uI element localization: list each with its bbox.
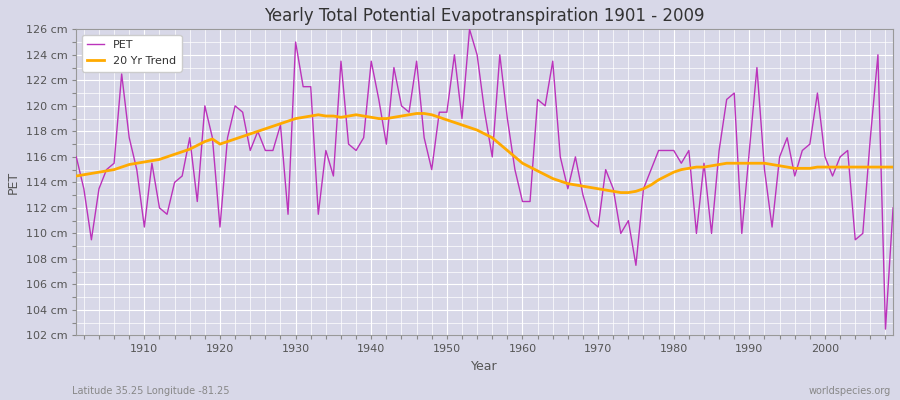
Y-axis label: PET: PET <box>7 171 20 194</box>
PET <box>887 206 898 210</box>
Text: Latitude 35.25 Longitude -81.25: Latitude 35.25 Longitude -81.25 <box>72 386 230 396</box>
PET <box>616 231 626 236</box>
20 Yr Trend <box>887 165 898 170</box>
20 Yr Trend <box>131 161 142 166</box>
20 Yr Trend <box>518 161 528 166</box>
PET <box>525 199 535 204</box>
Text: worldspecies.org: worldspecies.org <box>809 386 891 396</box>
Title: Yearly Total Potential Evapotranspiration 1901 - 2009: Yearly Total Potential Evapotranspiratio… <box>265 7 705 25</box>
PET <box>71 154 82 159</box>
20 Yr Trend <box>411 111 422 116</box>
Line: PET: PET <box>76 29 893 329</box>
Line: 20 Yr Trend: 20 Yr Trend <box>76 114 893 192</box>
PET <box>880 327 891 332</box>
20 Yr Trend <box>298 115 309 120</box>
PET <box>518 199 528 204</box>
20 Yr Trend <box>525 165 535 170</box>
20 Yr Trend <box>343 114 354 118</box>
Legend: PET, 20 Yr Trend: PET, 20 Yr Trend <box>82 35 182 72</box>
X-axis label: Year: Year <box>472 360 498 373</box>
20 Yr Trend <box>71 174 82 178</box>
PET <box>298 84 309 89</box>
20 Yr Trend <box>616 190 626 195</box>
PET <box>131 167 142 172</box>
PET <box>343 142 354 146</box>
PET <box>464 27 475 32</box>
20 Yr Trend <box>623 190 634 195</box>
